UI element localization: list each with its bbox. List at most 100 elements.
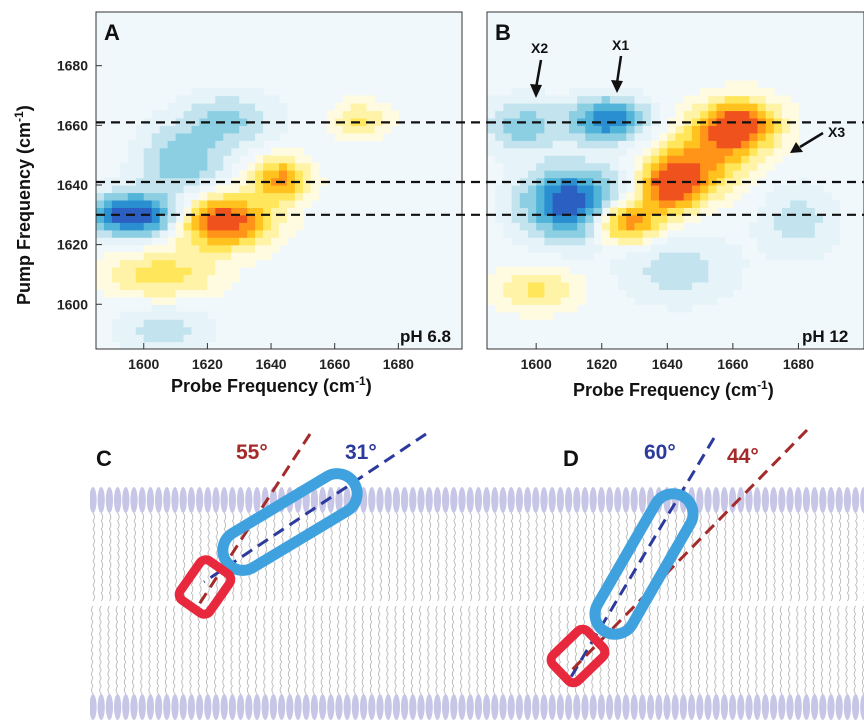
heatmap-cell (287, 222, 296, 231)
lipid-tail (419, 605, 422, 695)
heatmap-cell (683, 110, 693, 119)
heatmap-cell (552, 289, 562, 298)
heatmap-cell (814, 229, 824, 238)
heatmap-cell (159, 147, 169, 156)
heatmap-cell (675, 177, 685, 186)
heatmap-cell (487, 296, 496, 305)
heatmap-cell (159, 289, 169, 298)
heatmap-cell (528, 311, 537, 320)
heatmap-cell (215, 95, 224, 104)
lipid-tail (510, 512, 514, 602)
heatmap-cell (536, 125, 545, 134)
heatmap-cell (223, 117, 232, 126)
lipid-tail (197, 605, 201, 695)
heatmap-cell (294, 185, 304, 194)
heatmap-cell (239, 170, 248, 179)
heatmap-cell (544, 110, 554, 119)
heatmap-cell (552, 237, 562, 246)
heatmap-cell (741, 132, 750, 141)
heatmap-cell (183, 155, 193, 164)
heatmap-cell (127, 192, 137, 201)
heatmap-cell (626, 229, 636, 238)
heatmap-cell (577, 192, 586, 201)
heatmap-cell (749, 117, 759, 126)
heatmap-cell (96, 199, 105, 208)
heatmap-cell (350, 132, 360, 141)
heatmap-cell (390, 117, 399, 126)
heatmap-cell (552, 267, 562, 276)
heatmap-cell (143, 274, 153, 283)
heatmap-cell (511, 103, 521, 112)
heatmap-cell (495, 155, 504, 164)
heatmap-cell (487, 289, 496, 298)
heatmap-cell (569, 185, 578, 194)
heatmap-cell (552, 147, 562, 156)
panel-label-c: C (96, 446, 112, 471)
heatmap-cell (790, 222, 799, 231)
lipid-tail (779, 605, 783, 695)
lipid-tail (222, 605, 225, 695)
heatmap-cell (167, 281, 177, 290)
heatmap-cell (199, 214, 208, 223)
lipid-tail (518, 512, 522, 602)
heatmap-cell (151, 252, 161, 261)
heatmap-cell (626, 274, 636, 283)
heatmap-cell (536, 95, 545, 104)
lipid-head (729, 487, 737, 513)
heatmap-cell (199, 334, 208, 343)
heatmap-cell (511, 95, 521, 104)
heatmap-cell (732, 125, 742, 134)
anchor-c (174, 555, 236, 619)
lipid-head (409, 694, 417, 720)
heatmap-cell (569, 103, 578, 112)
heatmap-cell (650, 207, 660, 216)
heatmap-cell (191, 125, 201, 134)
lipid-tail (412, 512, 415, 602)
lipid-tail (100, 512, 104, 602)
heatmap-cell (167, 267, 177, 276)
lipid-head (253, 487, 261, 513)
heatmap-cell (143, 334, 153, 343)
angle-label-c-red: 55° (236, 441, 268, 464)
heatmap-cell (757, 155, 767, 164)
lipid-tail (305, 512, 309, 602)
lipid-tail (699, 512, 702, 602)
heatmap-cell (255, 110, 264, 119)
heatmap-cell (183, 214, 193, 223)
heatmap-cell (495, 95, 504, 104)
heatmap-cell (135, 259, 145, 268)
heatmap-cell (183, 147, 193, 156)
lipid-head (171, 487, 179, 513)
heatmap-cell (675, 185, 685, 194)
heatmap-cell (199, 237, 208, 246)
heatmap-cell (503, 214, 513, 223)
heatmap-cell (790, 237, 799, 246)
heatmap-cell (231, 259, 240, 268)
lipid-head (163, 487, 171, 513)
heatmap-cell (175, 244, 185, 253)
heatmap-cell (255, 214, 264, 223)
lipid-tail (263, 605, 266, 695)
heatmap-cell (215, 259, 224, 268)
heatmap-cell (199, 199, 208, 208)
heatmap-cell (111, 267, 121, 276)
heatmap-cell (601, 132, 611, 141)
heatmap-cell (159, 326, 169, 335)
heatmap-cell (96, 259, 105, 268)
heatmap-cell (271, 162, 280, 171)
heatmap-cell (247, 185, 256, 194)
heatmap-cell (495, 207, 504, 216)
heatmap-cell (634, 155, 644, 164)
lipid-head (220, 694, 228, 720)
heatmap-cell (175, 229, 185, 238)
heatmap-cell (552, 95, 562, 104)
heatmap-cell (601, 222, 611, 231)
heatmap-cell (757, 237, 767, 246)
marker-x1-arrow (615, 55, 623, 84)
heatmap-cell (374, 132, 384, 141)
heatmap-cell (536, 185, 545, 194)
heatmap-cell (167, 274, 177, 283)
heatmap-cell (151, 289, 161, 298)
heatmap-cell (191, 222, 201, 231)
heatmap-cell (667, 237, 677, 246)
